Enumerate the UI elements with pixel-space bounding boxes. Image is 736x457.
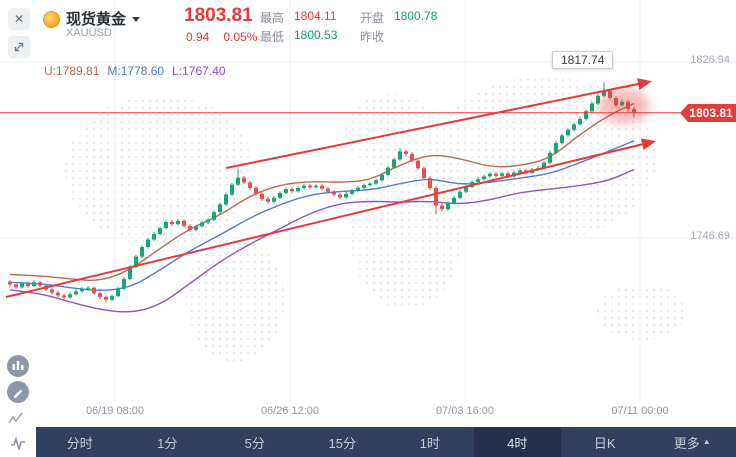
tab-timeframe-5min[interactable]: 5分 (244, 435, 265, 451)
tab-timeframe-daily[interactable]: 日K (593, 435, 616, 451)
stat-high-value: 1804.11 (294, 9, 337, 23)
symbol-code: XAUUSD (66, 27, 112, 39)
stat-open-label: 开盘 (360, 11, 385, 25)
price-change-percent: 0.05% (223, 30, 258, 44)
tab-timeframe-1min[interactable]: 1分 (157, 435, 178, 451)
candlestick-chart[interactable] (0, 0, 736, 427)
volume-tool-button[interactable] (7, 355, 29, 377)
stat-low-label: 最低 (260, 30, 285, 44)
symbol-selector[interactable]: 现货黄金 (66, 8, 141, 29)
stat-high-label: 最高 (260, 11, 285, 25)
boll-middle-value: M:1778.60 (107, 64, 165, 78)
zigzag-line-icon (8, 412, 23, 424)
x-axis-label-2: 06/26 12:00 (260, 405, 320, 417)
x-axis-label-3: 07/03 16:00 (435, 405, 495, 417)
x-axis-label-4: 07/11 00:00 (611, 405, 669, 417)
timeframe-toolbar: 分时 1分 5分 15分 1时 4时 日K 更多 ▲ (0, 427, 736, 457)
y-axis-label-top: 1826.94 (690, 54, 730, 66)
peak-price-label: 1817.74 (552, 51, 614, 69)
y-axis-label-bottom: 1746.69 (690, 230, 730, 242)
last-price: 1803.81 (184, 5, 253, 26)
chevron-up-icon: ▲ (702, 437, 711, 446)
bar-chart-icon (7, 355, 29, 377)
symbol-name: 现货黄金 (66, 11, 127, 28)
stat-prevclose-label: 昨收 (360, 30, 385, 44)
tab-timeframe-15min[interactable]: 15分 (328, 435, 356, 451)
pencil-icon (7, 381, 29, 403)
price-change: 0.94 (186, 30, 210, 44)
tab-timeframe-4hour[interactable]: 4时 (473, 427, 561, 457)
indicator-tool-button[interactable] (7, 410, 27, 430)
boll-upper-value: U:1789.81 (44, 64, 100, 78)
close-button[interactable]: ✕ (8, 8, 30, 30)
wave-icon (11, 436, 25, 450)
quote-stats: 最高 1804.11 开盘 1800.78 最低 1800.53 昨收 (260, 9, 456, 47)
gold-coin-icon (43, 11, 60, 28)
tab-timeframe-fenshi[interactable]: 分时 (66, 435, 93, 451)
tab-more[interactable]: 更多 ▲ (673, 435, 711, 451)
chart-style-button[interactable] (0, 427, 36, 457)
current-price-tag: 1803.81 (680, 104, 736, 122)
stat-prevclose-value (394, 28, 456, 47)
tab-timeframe-1hour[interactable]: 1时 (419, 435, 440, 451)
timeframe-tabs: 分时 1分 5分 15分 1时 4时 日K 更多 ▲ (36, 427, 736, 457)
stat-low-value: 1800.53 (294, 28, 338, 42)
expand-icon (14, 42, 24, 52)
chevron-down-icon (132, 17, 141, 22)
x-axis-label-1: 06/19 08:00 (85, 405, 145, 417)
boll-lower-value: L:1767.40 (172, 64, 226, 78)
draw-tool-button[interactable] (7, 381, 29, 403)
close-icon: ✕ (13, 12, 25, 26)
stat-open-value: 1800.78 (394, 9, 438, 23)
bollinger-legend: U:1789.81 M:1778.60 L:1767.40 (44, 64, 226, 78)
expand-button[interactable] (8, 36, 30, 58)
